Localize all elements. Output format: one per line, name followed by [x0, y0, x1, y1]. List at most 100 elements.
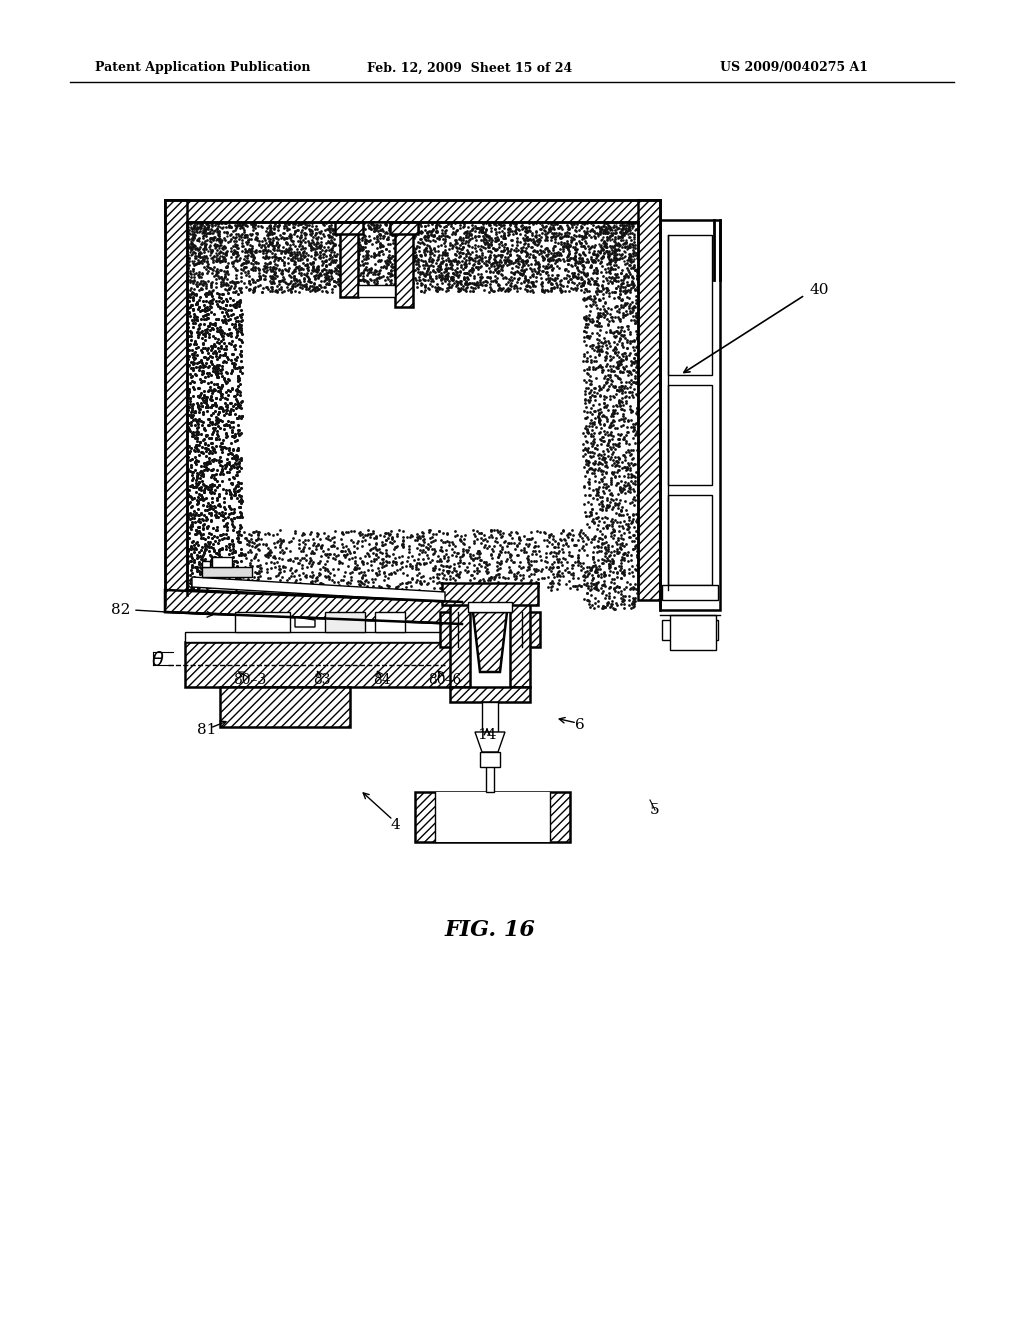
Point: [250, 276, 266, 297]
Polygon shape: [510, 597, 530, 686]
Point: [372, 541, 388, 562]
Point: [372, 260, 388, 281]
Point: [325, 222, 341, 243]
Point: [492, 277, 508, 298]
Point: [413, 573, 429, 594]
Point: [394, 226, 411, 247]
Point: [482, 246, 499, 267]
Point: [289, 243, 305, 264]
Point: [613, 222, 630, 243]
Point: [218, 554, 234, 576]
Point: [595, 595, 611, 616]
Point: [324, 249, 340, 271]
Point: [436, 232, 453, 253]
Point: [530, 224, 547, 246]
Point: [211, 213, 227, 234]
Point: [231, 449, 248, 470]
Point: [209, 488, 225, 510]
Point: [200, 380, 216, 401]
Point: [593, 401, 609, 422]
Point: [603, 467, 620, 488]
Point: [590, 356, 606, 378]
Point: [185, 504, 202, 525]
Point: [580, 573, 596, 594]
Point: [519, 576, 536, 597]
Point: [626, 420, 642, 441]
Point: [197, 319, 213, 341]
Point: [455, 279, 471, 300]
Point: [217, 458, 233, 479]
Point: [502, 218, 518, 239]
Point: [607, 228, 624, 249]
Point: [263, 268, 280, 289]
Point: [526, 253, 543, 275]
Point: [242, 242, 258, 263]
Point: [258, 259, 274, 280]
Point: [592, 302, 608, 323]
Point: [558, 236, 574, 257]
Point: [181, 214, 198, 235]
Point: [596, 414, 612, 436]
Point: [218, 414, 234, 436]
Point: [413, 275, 429, 296]
Point: [229, 367, 246, 388]
Point: [239, 215, 255, 236]
Point: [238, 545, 254, 566]
Point: [394, 231, 411, 252]
Point: [443, 269, 460, 290]
Point: [208, 230, 224, 251]
Point: [584, 379, 600, 400]
Point: [236, 222, 252, 243]
Point: [271, 214, 288, 235]
Point: [188, 216, 205, 238]
Point: [496, 236, 512, 257]
Point: [497, 228, 513, 249]
Point: [615, 517, 632, 539]
Point: [428, 220, 444, 242]
Point: [593, 228, 609, 249]
Point: [199, 318, 215, 339]
Point: [612, 379, 629, 400]
Point: [513, 539, 529, 560]
Point: [622, 302, 638, 323]
Point: [387, 219, 403, 240]
Point: [558, 226, 574, 247]
Point: [624, 310, 640, 331]
Point: [605, 569, 622, 590]
Point: [308, 259, 325, 280]
Point: [198, 568, 214, 589]
Point: [577, 438, 593, 459]
Point: [309, 268, 326, 289]
Point: [506, 577, 522, 598]
Point: [232, 226, 249, 247]
Point: [627, 587, 643, 609]
Point: [614, 227, 631, 248]
Point: [456, 222, 472, 243]
Point: [616, 232, 633, 253]
Point: [628, 285, 644, 306]
Point: [216, 267, 232, 288]
Point: [216, 263, 232, 284]
Point: [420, 533, 436, 554]
Point: [322, 219, 338, 240]
Point: [227, 393, 244, 414]
Point: [540, 222, 556, 243]
Point: [270, 216, 287, 238]
Point: [264, 272, 281, 293]
Point: [350, 531, 367, 552]
Point: [196, 249, 212, 271]
Point: [596, 549, 612, 570]
Point: [179, 302, 196, 323]
Point: [611, 298, 628, 319]
Point: [581, 356, 597, 378]
Point: [583, 432, 599, 453]
Point: [339, 240, 355, 261]
Point: [579, 342, 595, 363]
Point: [585, 556, 601, 577]
Point: [516, 230, 532, 251]
Point: [409, 272, 425, 293]
Point: [588, 257, 604, 279]
Point: [334, 264, 350, 285]
Point: [208, 249, 224, 271]
Point: [226, 277, 243, 298]
